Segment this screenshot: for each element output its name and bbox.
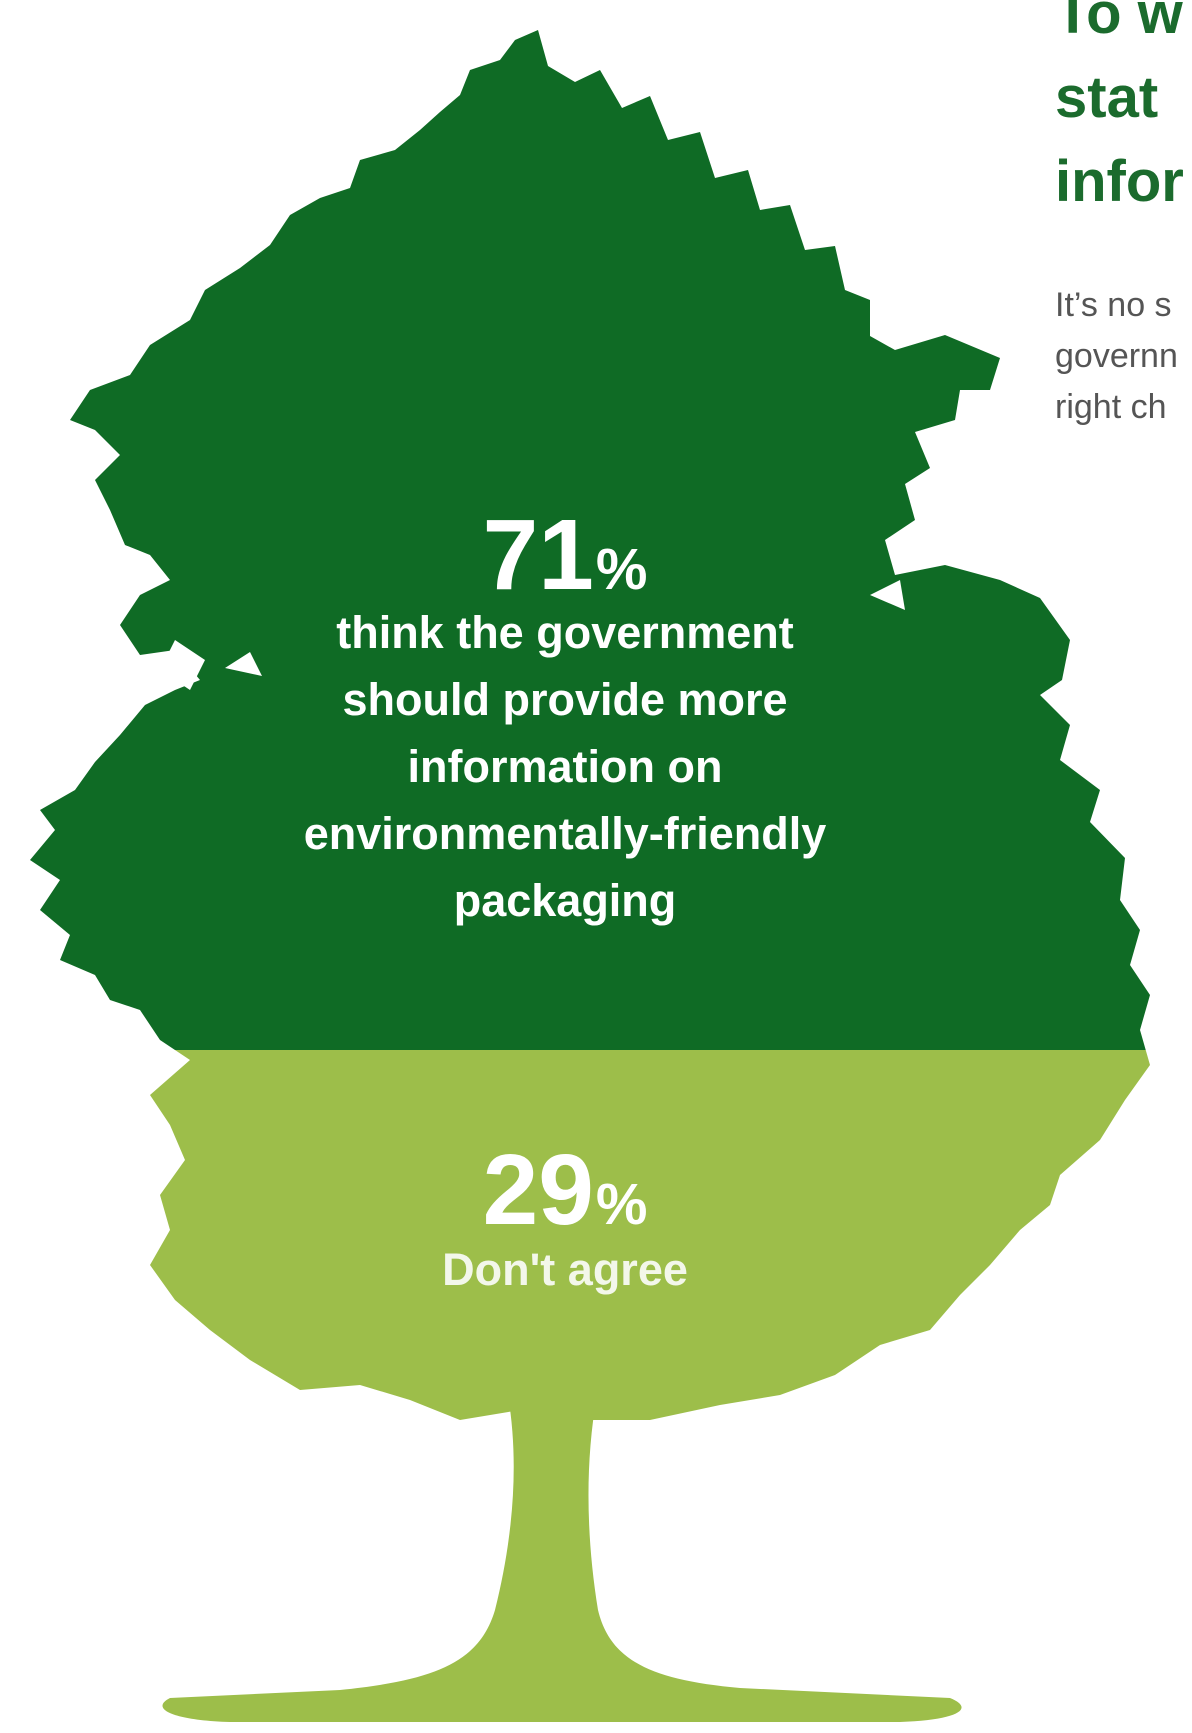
- stat-dont-agree-percent-sign: %: [595, 1172, 648, 1237]
- stat-agree-label: think the government should provide more…: [230, 599, 900, 934]
- stat-dont-agree: 29% Don't agree: [330, 1140, 800, 1303]
- body-line-1: It’s no s: [1055, 286, 1172, 324]
- stat-agree-label-line-5: packaging: [453, 875, 677, 926]
- stat-agree-label-line-1: think the government: [336, 607, 794, 658]
- heading-line-1: To w: [1055, 0, 1183, 46]
- heading-line-2: stat: [1055, 65, 1159, 130]
- section-heading: To w stat infor: [1055, 0, 1192, 232]
- crown-upper-fill: [30, 30, 1150, 1050]
- stat-dont-agree-label: Don't agree: [442, 1244, 688, 1295]
- stat-dont-agree-value: 29%: [330, 1140, 800, 1240]
- leaf-gap-2: [225, 652, 262, 676]
- leaf-gap-3: [870, 580, 905, 610]
- crown-lower-fill: [150, 1050, 1150, 1420]
- tree-trunk: [162, 1380, 962, 1722]
- leaf-gap-1: [160, 640, 205, 690]
- stat-agree-label-line-3: information on: [407, 741, 723, 792]
- stat-agree: 71% think the government should provide …: [230, 505, 900, 934]
- segment-agree-fill: [30, 30, 1150, 1050]
- segment-dont-agree-fill: [150, 1050, 1150, 1722]
- stat-agree-label-line-2: should provide more: [342, 674, 788, 725]
- stat-dont-agree-number: 29: [482, 1134, 594, 1246]
- intro-paragraph: It’s no s governn right ch: [1055, 280, 1192, 430]
- stat-agree-number: 71: [482, 499, 594, 611]
- heading-line-3: infor: [1055, 149, 1184, 214]
- body-line-3: right ch: [1055, 388, 1167, 426]
- stat-agree-value: 71%: [230, 505, 900, 605]
- body-line-2: governn: [1055, 337, 1178, 375]
- stat-agree-percent-sign: %: [595, 537, 648, 602]
- stat-agree-label-line-4: environmentally-friendly: [303, 808, 827, 859]
